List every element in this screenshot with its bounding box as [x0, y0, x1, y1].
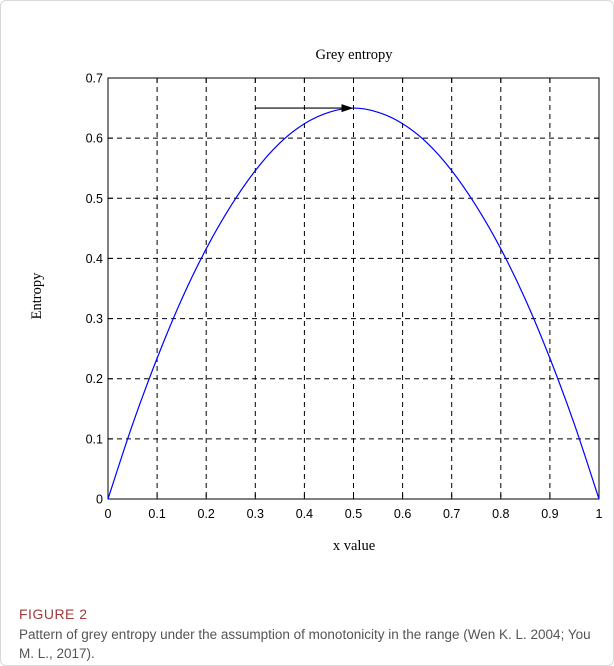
- x-tick-label: 0.7: [443, 507, 460, 521]
- y-tick-label: 0.2: [86, 372, 103, 386]
- chart-title: Grey entropy: [316, 47, 394, 63]
- y-tick-label: 0.4: [86, 252, 103, 266]
- series-layer: [107, 107, 600, 500]
- x-tick-label: 0.9: [541, 507, 558, 521]
- y-tick-label: 0.5: [86, 192, 103, 206]
- chart: 0 0.1 0.2 0.3 0.4 0.5 0.6 0.7 0.8 0.9 1 0 0.1 0.2 0.3 0…: [29, 47, 603, 554]
- figure-caption-text: Pattern of grey entropy under the assump…: [19, 627, 591, 661]
- arrow-head: [341, 104, 354, 113]
- y-axis-label: Entropy: [29, 272, 45, 319]
- x-tick-label: 0.5: [345, 507, 362, 521]
- annotation-arrow: [255, 104, 354, 113]
- axis-ticks: 0 0.1 0.2 0.3 0.4 0.5 0.6 0.7 0.8 0.9 1 0 0.1 0.2 0.3 0…: [86, 72, 603, 522]
- x-tick-label: 0.6: [394, 507, 411, 521]
- y-tick-label: 0.6: [86, 132, 103, 146]
- x-tick-label: 0.2: [198, 507, 215, 521]
- x-tick-label: 0.8: [492, 507, 509, 521]
- y-tick-label: 0.3: [86, 312, 103, 326]
- y-tick-label: 0.7: [86, 72, 103, 86]
- annotation-layer: [255, 104, 354, 113]
- x-tick-label: 0.4: [296, 507, 313, 521]
- x-tick-label: 0.3: [247, 507, 264, 521]
- series-line: [107, 107, 600, 500]
- y-tick-label: 0: [96, 493, 103, 507]
- x-axis-label: x value: [333, 538, 375, 554]
- x-tick-label: 0.1: [148, 507, 165, 521]
- figure-caption: FIGURE 2 Pattern of grey entropy under t…: [19, 606, 599, 663]
- y-tick-label: 0.1: [86, 432, 103, 446]
- grid-lines: [108, 78, 599, 499]
- x-tick-label: 0: [105, 507, 112, 521]
- x-tick-label: 1: [596, 507, 603, 521]
- figure-label: FIGURE 2: [19, 606, 88, 622]
